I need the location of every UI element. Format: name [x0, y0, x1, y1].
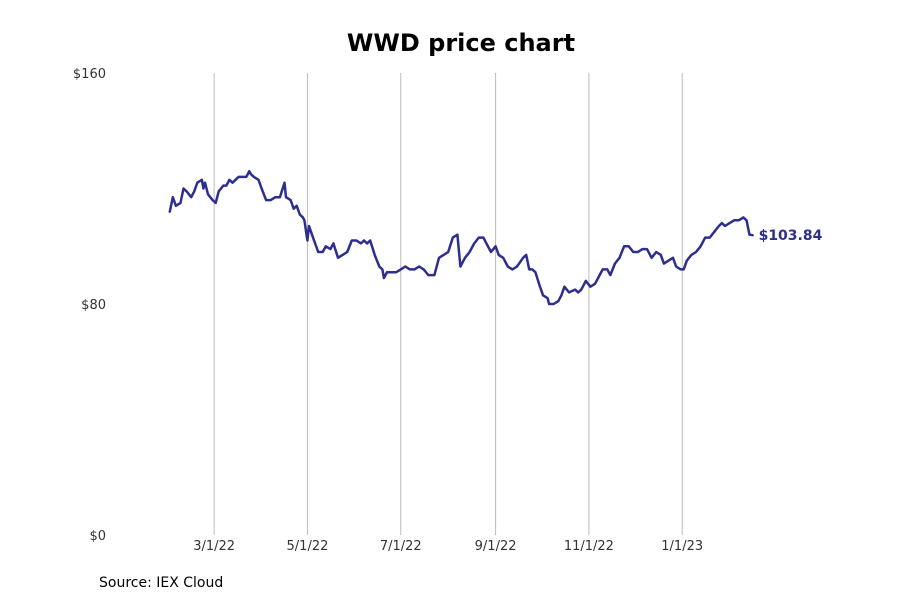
y-tick-label: $80	[81, 298, 106, 313]
grid-lines	[213, 73, 683, 535]
x-tick-label: 9/1/22	[475, 539, 517, 554]
x-tick-label: 3/1/22	[193, 539, 235, 554]
x-axis-ticks: 3/1/22 5/1/22 7/1/22 9/1/22 11/1/22 1/1/23	[193, 539, 703, 554]
x-tick-label: 1/1/23	[661, 539, 703, 554]
x-tick-label: 7/1/22	[380, 539, 422, 554]
y-tick-label: $0	[89, 529, 106, 544]
source-note: Source: IEX Cloud	[99, 575, 223, 591]
chart-title: WWD price chart	[347, 29, 575, 57]
last-value-label: $103.84	[759, 228, 823, 244]
y-axis-ticks: $0 $80 $160	[73, 67, 106, 544]
price-line	[168, 169, 754, 306]
x-tick-label: 5/1/22	[287, 539, 329, 554]
series-layer	[168, 169, 754, 306]
x-tick-label: 11/1/22	[564, 539, 614, 554]
y-tick-label: $160	[73, 67, 106, 82]
